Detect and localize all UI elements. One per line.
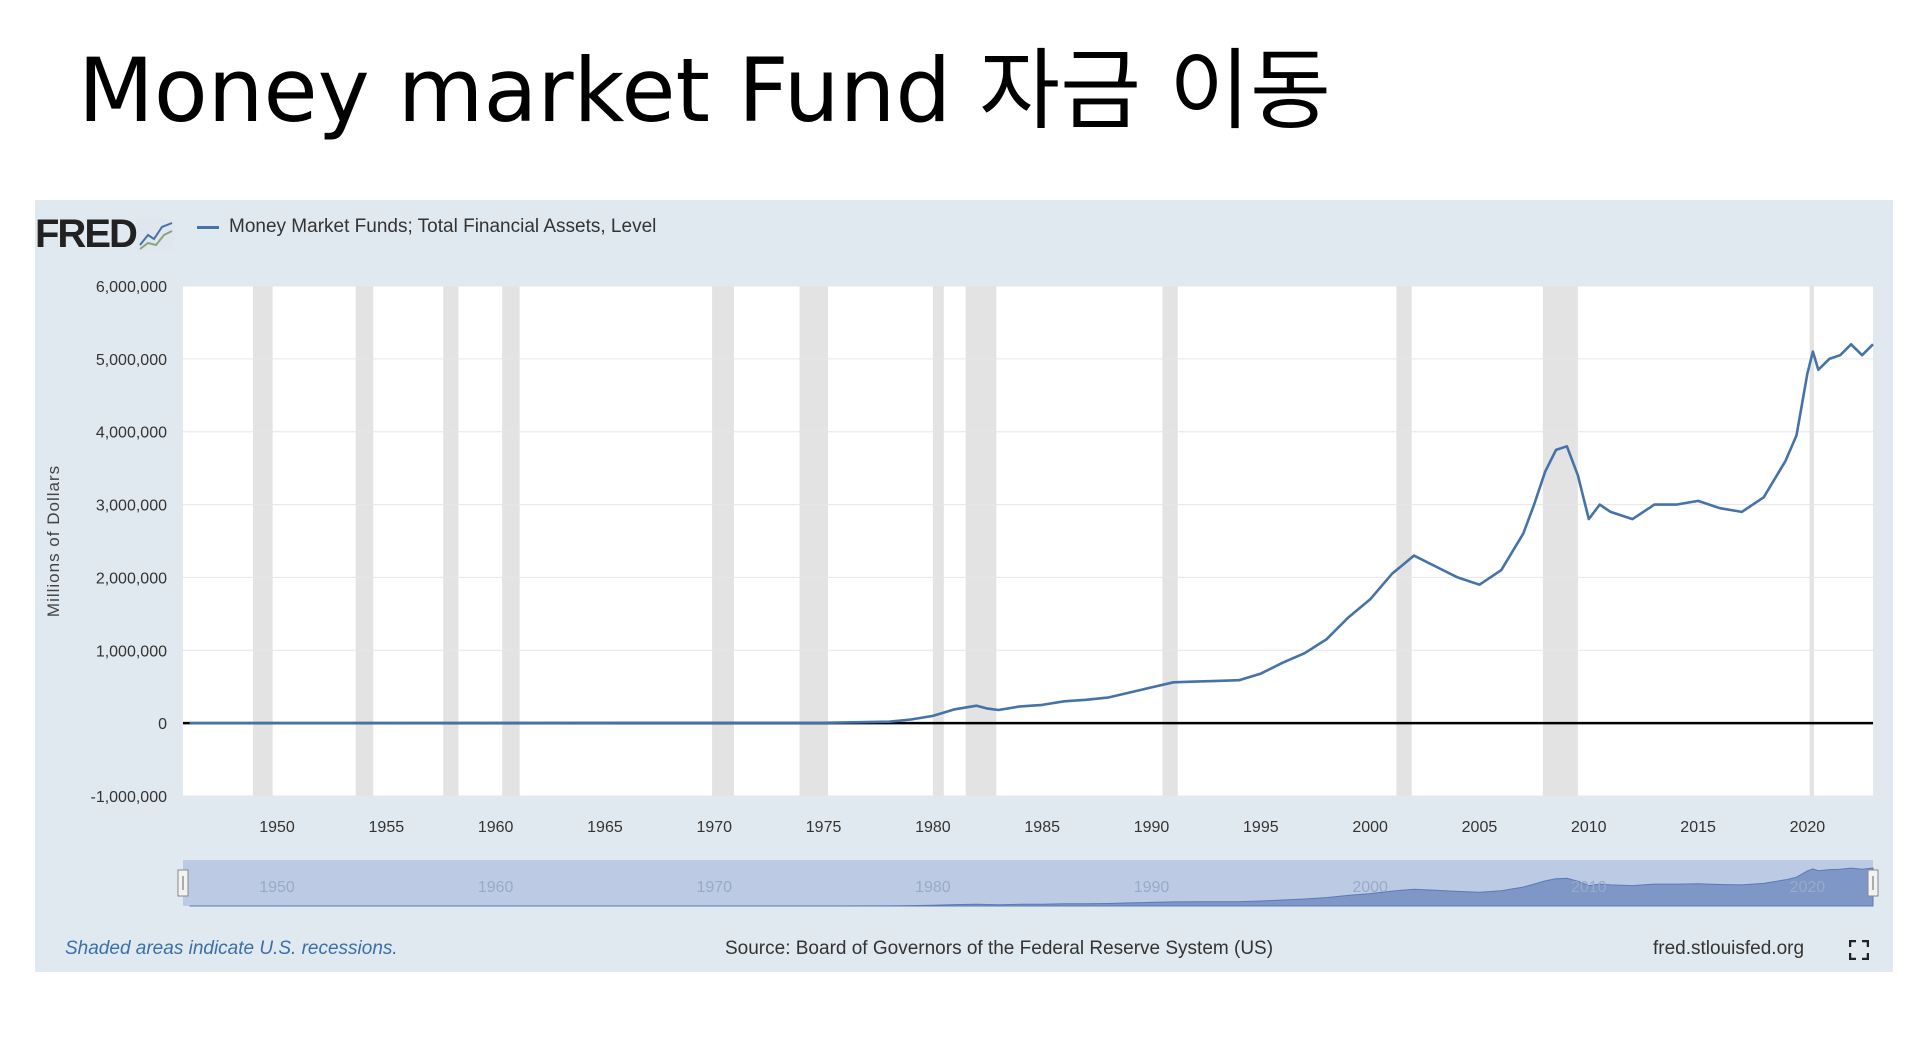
x-tick-label: 1955: [369, 819, 405, 836]
recession-note: Shaded areas indicate U.S. recessions.: [65, 938, 398, 959]
legend-series-label: Money Market Funds; Total Financial Asse…: [229, 216, 657, 237]
recession-band: [799, 286, 828, 796]
x-tick-label: 1970: [696, 819, 732, 836]
x-tick-label: 1985: [1024, 819, 1060, 836]
navigator-tick-label: 2000: [1352, 879, 1388, 896]
navigator-tick-label: 2020: [1790, 879, 1826, 896]
slide-title: Money market Fund 자금 이동: [78, 39, 1331, 142]
navigator-tick-label: 1990: [1134, 879, 1170, 896]
y-tick-label: 3,000,000: [96, 498, 167, 515]
x-tick-label: 1960: [478, 819, 514, 836]
recession-band: [932, 286, 944, 796]
fred-link[interactable]: fred.stlouisfed.org: [1653, 938, 1805, 959]
y-tick-label: 1,000,000: [96, 643, 167, 660]
recession-band: [1542, 286, 1578, 796]
recession-band: [1396, 286, 1412, 796]
chart-panel: FRED Money Market Funds; Total Financial…: [35, 200, 1893, 972]
navigator-tick-label: 1980: [915, 879, 951, 896]
y-tick-label: 5,000,000: [96, 352, 167, 369]
x-tick-label: 1990: [1134, 819, 1170, 836]
y-tick-label: 6,000,000: [96, 279, 167, 296]
recession-band: [712, 286, 734, 796]
source-text: Source: Board of Governors of the Federa…: [725, 938, 1274, 959]
fred-line-chart-icon: [136, 218, 175, 251]
legend-swatch: [197, 225, 219, 229]
navigator-tick-label: 1950: [259, 879, 295, 896]
x-tick-label: 2020: [1790, 819, 1826, 836]
fullscreen-icon[interactable]: [1849, 940, 1869, 960]
navigator-tick-label: 1970: [696, 879, 732, 896]
x-tick-label: 2010: [1571, 819, 1607, 836]
legend[interactable]: Money Market Funds; Total Financial Asse…: [197, 216, 656, 238]
fred-logo[interactable]: FRED: [35, 212, 176, 257]
plot-area: [183, 286, 1873, 796]
x-tick-label: 1995: [1243, 819, 1279, 836]
recession-band: [443, 286, 459, 796]
x-tick-label: 2015: [1680, 819, 1716, 836]
x-tick-label: 1975: [806, 819, 842, 836]
recession-band: [1162, 286, 1178, 796]
x-tick-label: 2005: [1462, 819, 1498, 836]
recession-band: [965, 286, 997, 796]
series-line: [189, 343, 1874, 725]
y-tick-label: 0: [158, 716, 167, 733]
navigator-tick-label: 1960: [478, 879, 514, 896]
x-tick-label: 2000: [1352, 819, 1388, 836]
y-axis-label: Millions of Dollars: [44, 465, 63, 617]
recession-band: [355, 286, 374, 796]
y-tick-label: 2,000,000: [96, 570, 167, 587]
x-tick-label: 1950: [259, 819, 295, 836]
navigator-tick-label: 2010: [1571, 879, 1607, 896]
x-tick-label: 1980: [915, 819, 951, 836]
y-tick-label: 4,000,000: [96, 425, 167, 442]
recession-band: [502, 286, 520, 796]
recession-band: [1809, 286, 1814, 796]
line-chart: -1,000,000 0 1,000,000 2,000,000 3,000,000 4,…: [44, 279, 1879, 907]
recession-band: [252, 286, 273, 796]
x-tick-label: 1965: [587, 819, 623, 836]
navigator-series: [189, 867, 1874, 907]
fred-logo-text: FRED: [35, 212, 138, 256]
y-tick-label: -1,000,000: [90, 789, 167, 806]
